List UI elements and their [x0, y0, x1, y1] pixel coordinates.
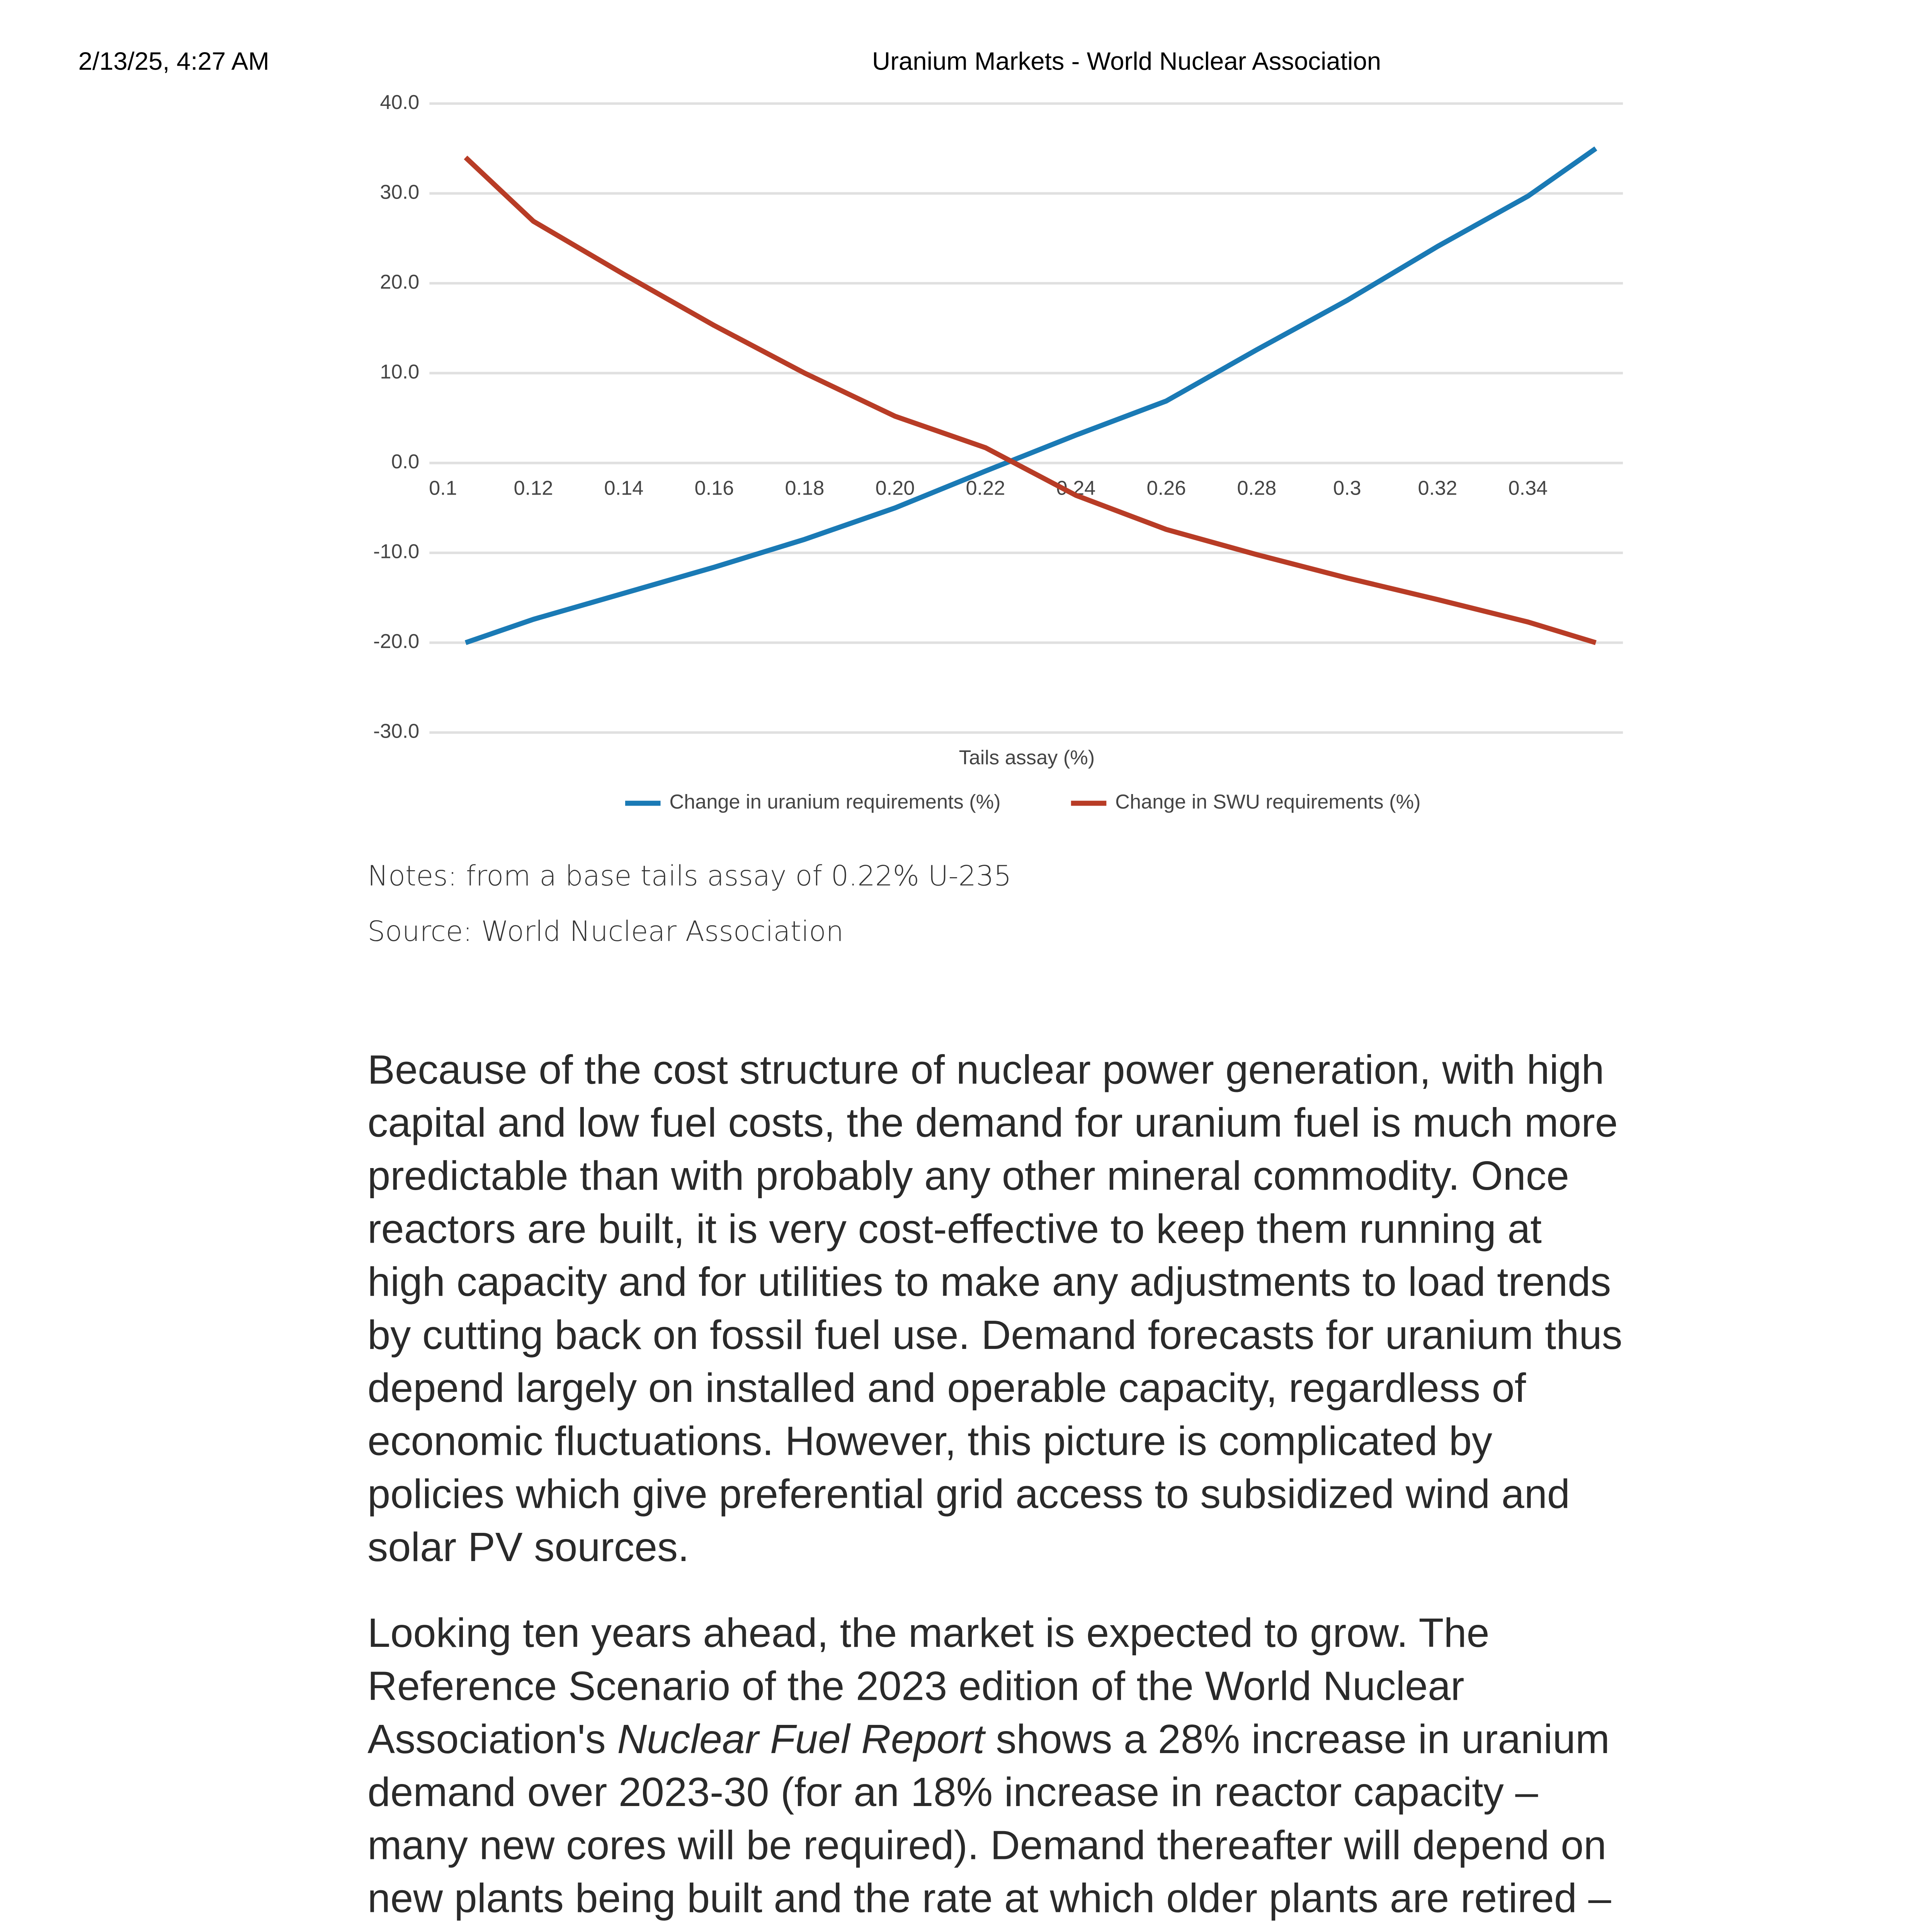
x-tick-label: 0.26 [1147, 477, 1186, 500]
italic-text: Nuclear Fuel [1027, 1929, 1260, 1932]
y-tick-label: 0.0 [391, 451, 419, 473]
y-tick-label: 10.0 [380, 361, 419, 383]
x-tick-label: 0.1 [429, 477, 457, 500]
paragraph: Because of the cost structure of nuclear… [367, 1043, 1631, 1574]
timestamp: 2/13/25, 4:27 AM [78, 47, 269, 75]
chart-source: Source: World Nuclear Association [367, 917, 844, 949]
chart-notes: Notes: from a base tails assay of 0.22% … [367, 861, 1012, 893]
x-tick-label: 0.12 [514, 477, 553, 500]
legend-label: Change in uranium requirements (%) [669, 791, 1000, 813]
x-tick-label: 0.32 [1418, 477, 1458, 500]
text: Because of the cost structure of nuclear… [367, 1047, 1622, 1570]
x-axis-title: Tails assay (%) [959, 747, 1095, 769]
page-title: Uranium Markets - World Nuclear Associat… [872, 47, 1381, 75]
text: Looking ten years ahead, the market is e… [367, 1610, 1490, 1762]
text: shows a 28% increase in uranium demand o… [367, 1716, 1611, 1932]
x-tick-label: 0.20 [876, 477, 915, 500]
x-tick-label: 0.18 [785, 477, 825, 500]
series-line [464, 155, 1597, 645]
x-tick-label: 0.14 [604, 477, 644, 500]
x-tick-label: 0.3 [1333, 477, 1361, 500]
y-tick-label: -30.0 [373, 720, 419, 743]
y-tick-label: -10.0 [373, 541, 419, 563]
chart: 2/13/25, 4:27 AM Uranium Markets - World… [78, 47, 1623, 813]
x-tick-label: 0.28 [1237, 477, 1277, 500]
legend-label: Change in SWU requirements (%) [1115, 791, 1420, 813]
y-tick-label: 40.0 [380, 91, 419, 114]
y-tick-label: -20.0 [373, 630, 419, 653]
article-body: Because of the cost structure of nuclear… [367, 1043, 1631, 1932]
series-line [464, 146, 1597, 645]
y-tick-label: 20.0 [380, 271, 419, 293]
x-tick-label: 0.22 [966, 477, 1005, 500]
x-tick-label: 0.16 [695, 477, 734, 500]
y-tick-label: 30.0 [380, 181, 419, 203]
italic-text: Nuclear Fuel Report [617, 1716, 985, 1762]
paragraph: Looking ten years ahead, the market is e… [367, 1607, 1631, 1932]
x-tick-label: 0.34 [1509, 477, 1548, 500]
